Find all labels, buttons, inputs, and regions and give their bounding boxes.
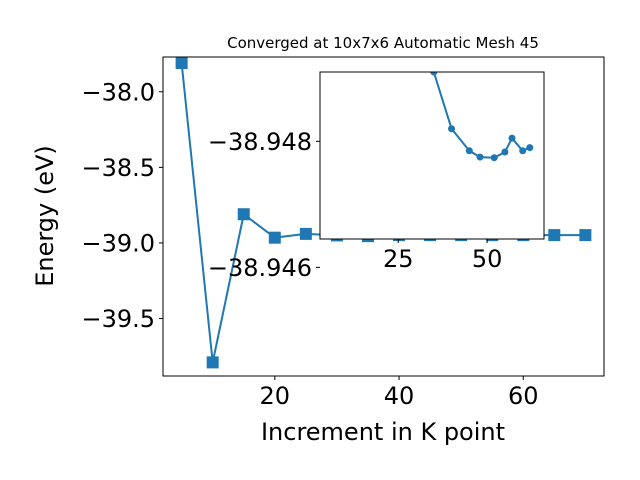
inset-x-tick-label: 25 — [383, 245, 414, 273]
main-data-point — [175, 57, 188, 70]
main-data-point — [237, 208, 250, 221]
inset-data-point — [519, 147, 527, 155]
main-x-tick-label: 60 — [508, 382, 539, 410]
main-data-point — [268, 231, 281, 244]
inset-data-point — [448, 125, 456, 133]
main-data-point — [206, 356, 219, 369]
inset-plot-frame — [319, 71, 545, 240]
inset-data-point — [430, 72, 438, 76]
inset-y-tick-label: −38.946 — [208, 254, 312, 282]
inset-data-point — [526, 144, 534, 152]
inset-series-0 — [430, 72, 534, 162]
main-data-point — [299, 227, 312, 240]
inset-y-tick-label: −38.948 — [208, 128, 312, 156]
main-y-tick-label: −39.0 — [81, 230, 155, 258]
inset-data-point — [501, 148, 509, 156]
main-data-point — [579, 229, 592, 242]
main-y-tick-label: −39.5 — [81, 305, 155, 333]
inset-data-point — [490, 154, 498, 162]
main-plot-frame — [162, 56, 605, 377]
main-x-ticks: 20 40 60 — [260, 376, 539, 410]
main-y-ticks: −38.0 −38.5 −39.0 −39.5 — [81, 78, 163, 333]
y-axis-label: Energy (eV) — [31, 145, 59, 287]
chart-title: Converged at 10x7x6 Automatic Mesh 45 — [227, 34, 539, 52]
inset-marks — [430, 72, 534, 162]
inset-series-line — [432, 72, 531, 159]
inset-background — [320, 72, 544, 239]
main-x-tick-label: 40 — [384, 382, 415, 410]
main-x-tick-label: 20 — [260, 382, 291, 410]
main-y-tick-label: −38.0 — [81, 78, 155, 106]
inset-axes: 25 50 −38.948 −38.946 — [208, 71, 545, 282]
main-data-point — [548, 229, 561, 242]
inset-y-ticks: −38.948 −38.946 — [208, 128, 320, 282]
inset-data-point — [476, 153, 484, 161]
inset-x-ticks: 25 50 — [383, 239, 502, 273]
main-y-tick-label: −38.5 — [81, 154, 155, 182]
x-axis-label: Increment in K point — [261, 418, 505, 446]
inset-data-point — [508, 134, 516, 142]
inset-x-tick-label: 50 — [472, 245, 503, 273]
inset-data-point — [465, 147, 473, 155]
